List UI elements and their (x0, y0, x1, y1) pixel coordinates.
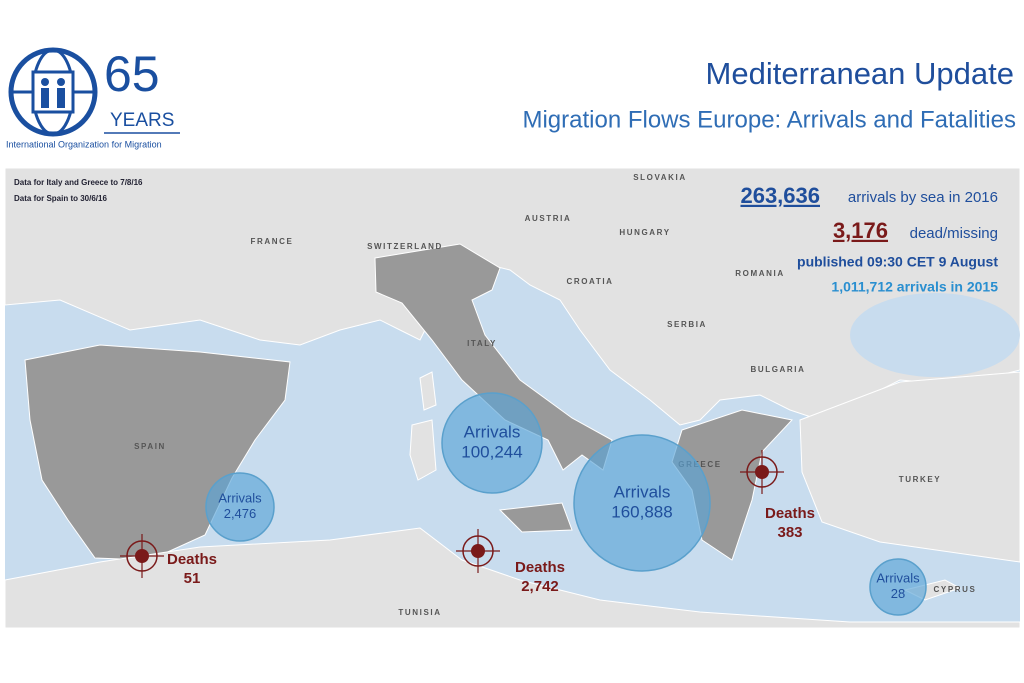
logo-organization: International Organization for Migration (6, 139, 162, 149)
deaths-value: 2,742 (521, 578, 559, 595)
note: Data for Spain to 30/6/16 (14, 194, 107, 203)
arrivals-circle (441, 392, 543, 494)
country-label: SERBIA (667, 320, 707, 329)
stat-label: arrivals by sea in 2016 (848, 189, 998, 206)
north-africa (4, 527, 1021, 629)
sardinia (409, 419, 437, 481)
arrivals-circle (573, 434, 711, 572)
logo-years: YEARS (110, 110, 174, 131)
stat-value: 263,636 (740, 183, 820, 208)
arrivals-label: Arrivals (614, 482, 671, 501)
country-label: TURKEY (899, 475, 942, 484)
deaths-value: 383 (777, 524, 802, 541)
logo-figure (41, 78, 49, 86)
note: Data for Italy and Greece to 7/8/16 (14, 178, 143, 187)
country-label: SLOVAKIA (633, 173, 687, 182)
turkey (799, 371, 1021, 563)
published: published 09:30 CET 9 August (797, 254, 998, 270)
country-label: TUNISIA (398, 608, 441, 617)
deaths-label: Deaths (515, 559, 565, 576)
country-label: ROMANIA (735, 269, 784, 278)
country-label: HUNGARY (619, 228, 670, 237)
country-label: BULGARIA (750, 365, 805, 374)
subtitle: Migration Flows Europe: Arrivals and Fat… (522, 106, 1016, 133)
logo-figure (41, 88, 49, 108)
deaths-value: 51 (184, 570, 201, 587)
arrivals-label: Arrivals (218, 491, 262, 506)
logo-number: 65 (104, 46, 160, 102)
deaths-label: Deaths (765, 505, 815, 522)
arrivals-value: 100,244 (461, 443, 522, 462)
arrivals-label: Arrivals (464, 422, 521, 441)
arrivals-value: 160,888 (611, 503, 672, 522)
country-label: GREECE (678, 460, 721, 469)
stat-label: dead/missing (910, 225, 998, 242)
arrivals-2015: 1,011,712 arrivals in 2015 (831, 279, 998, 295)
logo-figure (57, 78, 65, 86)
black-sea (850, 293, 1020, 377)
title: Mediterranean Update (706, 56, 1014, 91)
arrivals-circle (869, 558, 927, 616)
deaths-label: Deaths (167, 551, 217, 568)
country-label: AUSTRIA (525, 214, 572, 223)
logo-family-box (31, 70, 75, 114)
country-label: SWITZERLAND (367, 242, 443, 251)
sicily (498, 502, 573, 533)
country-label: CYPRUS (934, 585, 977, 594)
arrivals-circle (205, 472, 275, 542)
adriatic (495, 285, 630, 410)
country-labels: SLOVAKIA AUSTRIA HUNGARY FRANCE SWITZERLAND R… (134, 173, 977, 617)
arrivals-label: Arrivals (876, 571, 920, 586)
country-label: CROATIA (566, 277, 613, 286)
arrivals-value: 2,476 (224, 506, 257, 521)
arrivals-value: 28 (891, 586, 905, 601)
corsica (419, 371, 437, 411)
markers: Arrivals100,244Arrivals160,888Arrivals2,… (120, 392, 927, 616)
country-label: FRANCE (251, 237, 294, 246)
logo-figure (57, 88, 65, 108)
stat-value: 3,176 (833, 218, 888, 243)
logo: 65 YEARS International Organization for … (6, 46, 180, 149)
country-label: ITALY (467, 339, 497, 348)
country-label: SPAIN (134, 442, 166, 451)
